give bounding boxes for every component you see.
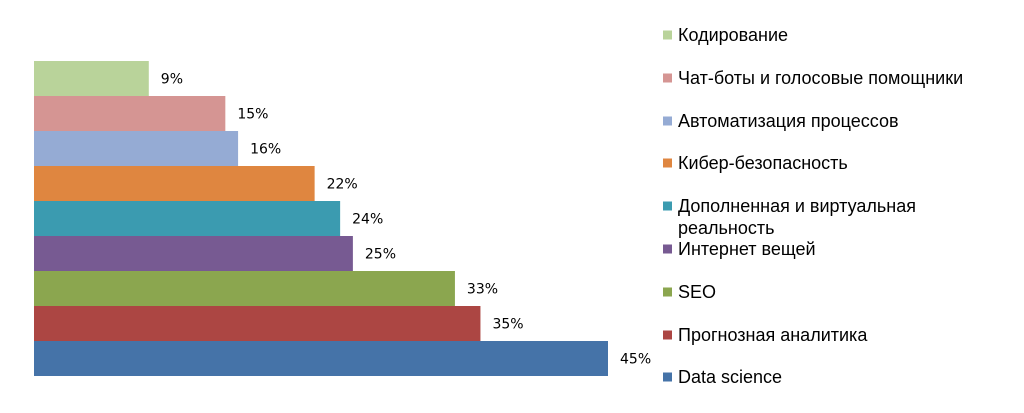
- bar-value-label: 25%: [365, 247, 396, 263]
- bars-group: [34, 61, 608, 376]
- bar-1: [34, 61, 149, 96]
- bar-3: [34, 131, 239, 166]
- legend-label: Кодирование: [678, 25, 788, 45]
- legend-marker: [663, 372, 672, 382]
- bar-2: [34, 96, 226, 131]
- legend-label: Чат-боты и голосовые помощники: [678, 68, 963, 88]
- legend-label: Дополненная и виртуальная реальность: [678, 196, 916, 238]
- legend-label: SEO: [678, 282, 716, 302]
- value-labels-group: 9% 15% 16% 22% 24% 25% 33% 35% 45%: [161, 72, 651, 368]
- bar-4: [34, 166, 315, 201]
- bar-6: [34, 236, 353, 271]
- legend-label: Data science: [678, 367, 782, 387]
- legend-label: Интернет вещей: [678, 239, 816, 259]
- legend: Кодирование Чат-боты и голосовые помощник…: [663, 25, 963, 387]
- bar-value-label: 15%: [237, 107, 268, 123]
- legend-marker: [663, 158, 672, 168]
- bar-7: [34, 271, 455, 306]
- legend-marker: [663, 201, 672, 211]
- legend-marker: [663, 330, 672, 340]
- bar-9: [34, 341, 608, 376]
- bar-value-label: 9%: [161, 72, 183, 88]
- legend-marker: [663, 73, 672, 83]
- bar-8: [34, 306, 481, 341]
- legend-label: Прогнозная аналитика: [678, 325, 868, 345]
- bar-5: [34, 201, 341, 236]
- legend-marker: [663, 116, 672, 126]
- bar-value-label: 24%: [352, 212, 383, 228]
- legend-marker: [663, 244, 672, 254]
- bar-value-label: 33%: [467, 282, 498, 298]
- legend-label: Кибер-безопасность: [678, 153, 848, 173]
- bar-value-label: 16%: [250, 142, 281, 158]
- bar-value-label: 35%: [492, 317, 523, 333]
- legend-marker: [663, 30, 672, 40]
- legend-label: Автоматизация процессов: [678, 111, 899, 131]
- bar-value-label: 45%: [620, 352, 651, 368]
- bar-value-label: 22%: [327, 177, 358, 193]
- legend-marker: [663, 287, 672, 297]
